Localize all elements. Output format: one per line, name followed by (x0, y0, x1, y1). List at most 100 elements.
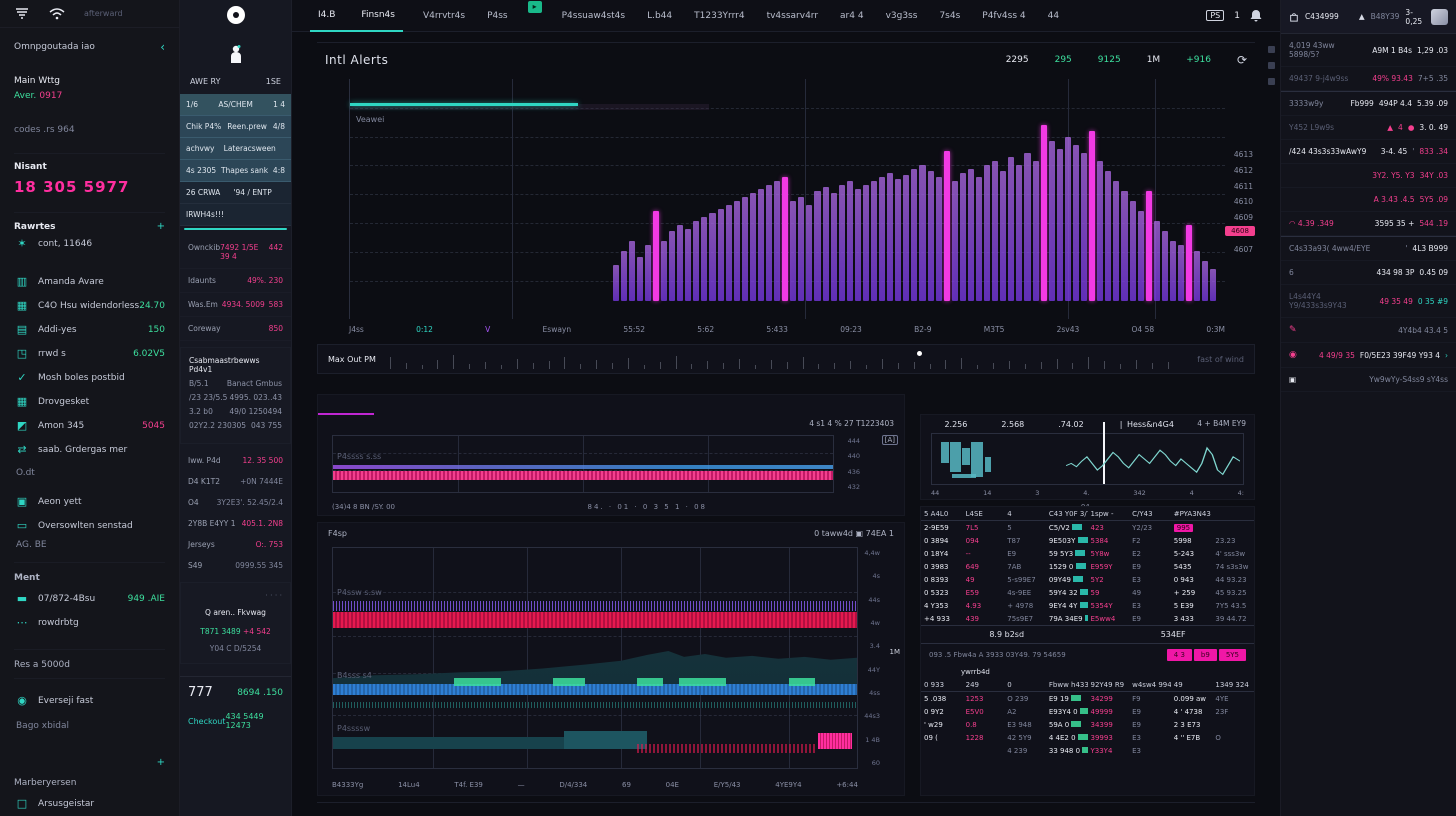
table-row[interactable]: +4 933 439 75s9E7 79A 34E9 E5ww4 E9 3 433 39 4… (924, 614, 1247, 623)
table-row[interactable]: 0 3894 094 T87 9E503Y 5384 F2 5998 23.23 (924, 536, 1236, 545)
book-row[interactable]: IRWH4s!!! (180, 204, 291, 226)
sidebar-item[interactable]: ▦ C4O Hsu widendorless 24.70 (14, 294, 165, 318)
panel-b-plot[interactable]: P4ssw s.sw B4sss s4 P4ssssw (332, 547, 858, 769)
bell-icon[interactable] (1250, 9, 1262, 22)
table-row[interactable]: 09 (1228 42 5Y9 4 4E2 0 39993 E3 4 '' E7B O (924, 733, 1221, 742)
table-row[interactable]: 0 18Y4 -- E9 59 5Y3 5Y8w E2 5-243 4' sss3w (924, 549, 1246, 558)
sidebar-item[interactable]: ⇄ saab. Grdergas mer (14, 438, 165, 462)
tab-V4rrvtr4s[interactable]: V4rrvtr4s (422, 10, 466, 21)
collapse-chevron-icon[interactable]: ‹ (160, 40, 165, 54)
user-avatar[interactable] (1431, 8, 1449, 25)
order-buttons[interactable]: 4 3 b9 5Y5 (1166, 649, 1246, 661)
rsb-row[interactable]: L4s44Y4 Y9/433s3s9Y43 49 35 49 0 35 #9 (1281, 285, 1456, 318)
order-button[interactable]: 5Y5 (1218, 649, 1246, 661)
rsb-row[interactable]: A 3.43 .4.5 5Y5 .09 (1281, 188, 1456, 212)
price-bars (612, 101, 1217, 301)
tab-P4ss[interactable]: P4ss (487, 10, 508, 21)
tab-tv4ssarv4rr[interactable]: tv4ssarv4rr (766, 10, 819, 21)
rsb-row[interactable]: 6 434 98 3P 0.45 09 (1281, 261, 1456, 285)
order-button[interactable]: 4 3 (1166, 649, 1192, 661)
rsb-row[interactable]: ▣ Yw9wYy-S4ss9 sY4ss (1281, 368, 1456, 392)
book-row[interactable]: 26 CRWA '94 / ENTP (180, 182, 291, 204)
sidebar-item[interactable]: ◉ Everseji fast (14, 689, 165, 713)
sidebar-item[interactable]: ◳ rrwd s 6.02V5 (14, 342, 165, 366)
panel-a-foot-mid: 84. · 01 · 0 3 5 1 · 08 (587, 503, 708, 511)
tab-7s4s[interactable]: 7s4s (939, 10, 961, 21)
table-row[interactable]: 0 3983 649 7AB 1529 0 E959Y E9 5435 74 s3s3w (924, 562, 1249, 571)
panel-a-plot[interactable]: P4ssss s.ss (332, 435, 834, 493)
book-row[interactable]: 4s 2305 Thapes sank 4:8 (180, 160, 291, 182)
rsb-row[interactable]: C4s33a93( 4ww4/EYE ' 4L3 B999 (1281, 236, 1456, 261)
sidebar-item[interactable]: ▦ Drovgesket (14, 390, 165, 414)
add-icon[interactable]: + (156, 221, 165, 232)
sidebar-item[interactable]: ▬ 07/872-4Bsu 949 .AIE (14, 587, 165, 611)
sidebar-item[interactable]: ✓ Mosh boles postbid (14, 366, 165, 390)
sidebar-item[interactable]: ▤ Addi-yes 150 (14, 318, 165, 342)
timeline-strip[interactable]: Max Out PM fast of wind (317, 344, 1255, 374)
out-label: O.dt (16, 468, 35, 478)
watchlist-slider[interactable] (184, 228, 287, 230)
rsb-row[interactable]: 4,019 43ww 5898/5? A9M 1 B4s 1,29 .03 (1281, 34, 1456, 67)
sidebar-item[interactable]: ▣ Aeon yett (14, 490, 165, 514)
quote-row[interactable]: Coreway 850 (180, 317, 291, 341)
tab-Finsn4s[interactable]: Finsn4s (361, 9, 395, 20)
sidebar-item[interactable]: ▭ Oversowlten senstad (14, 514, 165, 538)
favorites-item[interactable]: ✶ cont, 11646 (14, 232, 165, 256)
rsb-row[interactable]: ✎ 4Y4b4 43.4 5 (1281, 318, 1456, 343)
sidebar-item[interactable]: ◩ Amon 345 5045 (14, 414, 165, 438)
price-bar (798, 197, 805, 301)
table-row[interactable]: 0 8393 49 5-s99E7 09Y49 5Y2 E3 0 943 44 93.23 (924, 575, 1247, 584)
refresh-icon[interactable]: ⟳ (1236, 53, 1247, 67)
quote-row[interactable]: Idaunts 49%. 230 (180, 269, 291, 293)
tab-P4fv4ss 4[interactable]: P4fv4ss 4 (982, 10, 1026, 21)
quote-row[interactable]: Ownckib 7492 1/5E 39 4 442 (180, 236, 291, 269)
table-row[interactable]: 0 9Y2 E5V0 A2 E93Y4 0 49999 E9 4 ' 4738 23F (924, 707, 1229, 716)
quote-row[interactable]: Was.Em 4934. 5009 583 (180, 293, 291, 317)
cursor-line[interactable] (1103, 422, 1106, 484)
panel-a-badge[interactable]: [A] (881, 435, 898, 445)
order-dots[interactable]: · · · · (265, 591, 282, 600)
panel-b-head-right[interactable]: 0 taww4d ▣ 74EA 1 (814, 529, 894, 538)
table-row[interactable]: 0 5323 E59 4s-9EE 59Y4 32 59 49 + 259 45 93.25 (924, 588, 1247, 597)
sidebar-item[interactable]: ▥ Amanda Avare (14, 270, 165, 294)
table-row[interactable]: 2-9E59 7L5 5 C5/V2 423 Y2/23 995 (921, 521, 1254, 535)
rsb-row[interactable]: 3333w9y Fb999 494P 4.4 5.39 .09 (1281, 91, 1456, 116)
footer-l2[interactable]: Checkout (188, 716, 226, 726)
table-row[interactable]: 5 .038 1253 O 239 E9 19 34299 F9 0.099 aw 4YE (924, 694, 1229, 703)
rsb-row[interactable]: ◉ 4 49/9 35 F0/5E23 39F49 Y93 4 › (1281, 343, 1456, 368)
sidebar-item[interactable]: ⋯ rowdrbtg (14, 611, 165, 635)
tab-L.b44[interactable]: L.b44 (647, 10, 673, 21)
rsb-row[interactable]: Y452 L9w9s ▲ 4 ● 3. 0. 49 (1281, 116, 1456, 140)
panel-c-plot[interactable]: 2.256 2.568.74.02 ❘ Hess&n4G4 (931, 420, 1244, 485)
sidebar-item[interactable]: □ Arsusgeistar (14, 792, 165, 816)
chart-toolbar[interactable] (1268, 46, 1275, 85)
rsb-row[interactable]: ◠ 4.39 .349 3595 35 +544 .19 (1281, 212, 1456, 236)
tab-v3g3ss[interactable]: v3g3ss (885, 10, 918, 21)
add-icon-2[interactable]: + (156, 757, 165, 768)
timeline-marker[interactable] (917, 351, 923, 356)
order-button[interactable]: b9 (1193, 649, 1217, 661)
panel-c-tophead[interactable]: 4 + B4M EY9 (1197, 419, 1246, 428)
chart-badge-icon[interactable]: ▸ (527, 0, 542, 13)
rsb-row[interactable]: /424 43s3s33wAwY9 3-4. 45 ' 833 .34 (1281, 140, 1456, 164)
avatar[interactable] (226, 6, 245, 24)
tab-P4ssuaw4st4s[interactable]: P4ssuaw4st4s (561, 10, 626, 21)
rsb-row[interactable]: 49437 9-j4w9ss 49% 93.43 7+5 .35 (1281, 67, 1456, 91)
tab-44[interactable]: 44 (1047, 10, 1060, 21)
tab-T1233Yrrr4[interactable]: T1233Yrrr4 (694, 10, 745, 21)
book-row[interactable]: 1/6 AS/CHEM 1 4 (180, 94, 291, 116)
ps-badge[interactable]: PS (1206, 10, 1225, 21)
table-row[interactable]: 4 Y353 4.93 + 4978 9EY4 4Y 5354Y E3 5 E39 7Y5 … (924, 601, 1247, 610)
rsb-row[interactable]: 3Y2. Y5. Y3 34Y .03 (1281, 164, 1456, 188)
book-row[interactable]: Chik P4% Reen.prew 4/8 (180, 116, 291, 138)
chart-plot[interactable]: Veawei (349, 79, 1225, 319)
tab-ar4 4[interactable]: ar4 4 (840, 10, 864, 21)
table-row[interactable]: 4 239 33 948 0 Y33Y4 E3 (1007, 746, 1142, 755)
tab-I4.B[interactable]: I4.B (318, 9, 336, 20)
table-row[interactable]: ' w29 0.8 E3 948 59A 0 34399 E9 2 3 E73 (924, 720, 1201, 729)
book-row[interactable]: achvwy Lateracsween (180, 138, 291, 160)
